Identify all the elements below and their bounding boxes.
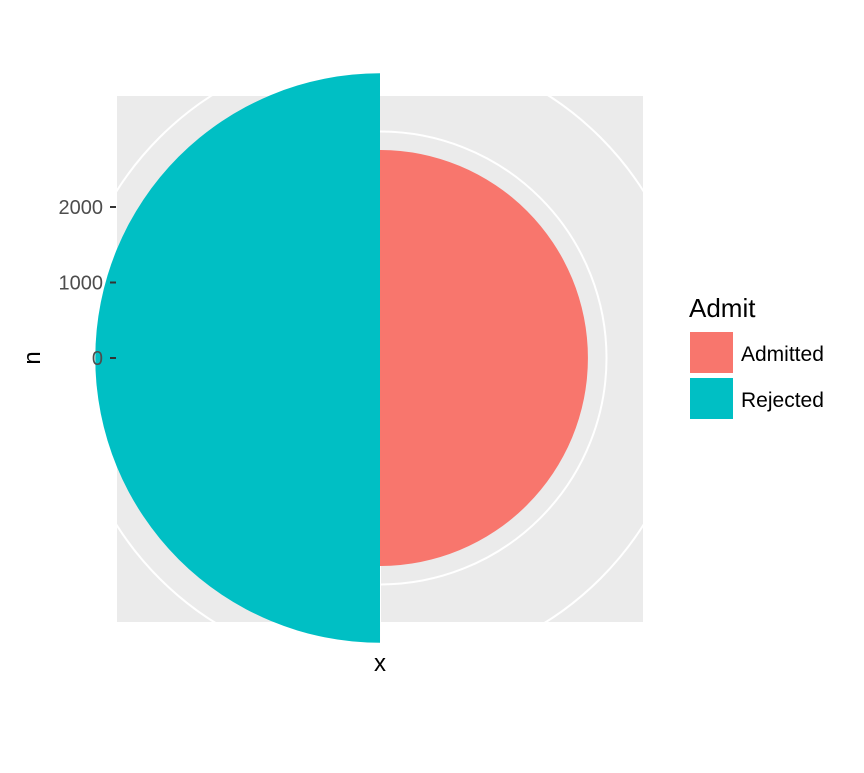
mark-layer <box>95 73 588 643</box>
y-axis-label: n <box>19 351 46 364</box>
legend: Admit Admitted Rejected <box>689 293 824 419</box>
y-tick-label: 2000 <box>59 197 104 219</box>
y-tick-label: 0 <box>92 348 103 370</box>
legend-key-admitted <box>690 332 733 373</box>
x-axis-label: x <box>374 650 386 677</box>
bar-admitted <box>380 149 588 567</box>
legend-label-admitted: Admitted <box>741 343 824 366</box>
y-tick-label: 1000 <box>59 273 104 295</box>
legend-title: Admit <box>689 293 756 323</box>
bar-rejected <box>95 73 380 643</box>
legend-label-rejected: Rejected <box>741 389 824 412</box>
y-axis: 0 1000 2000 <box>59 197 116 370</box>
legend-key-rejected <box>690 378 733 419</box>
